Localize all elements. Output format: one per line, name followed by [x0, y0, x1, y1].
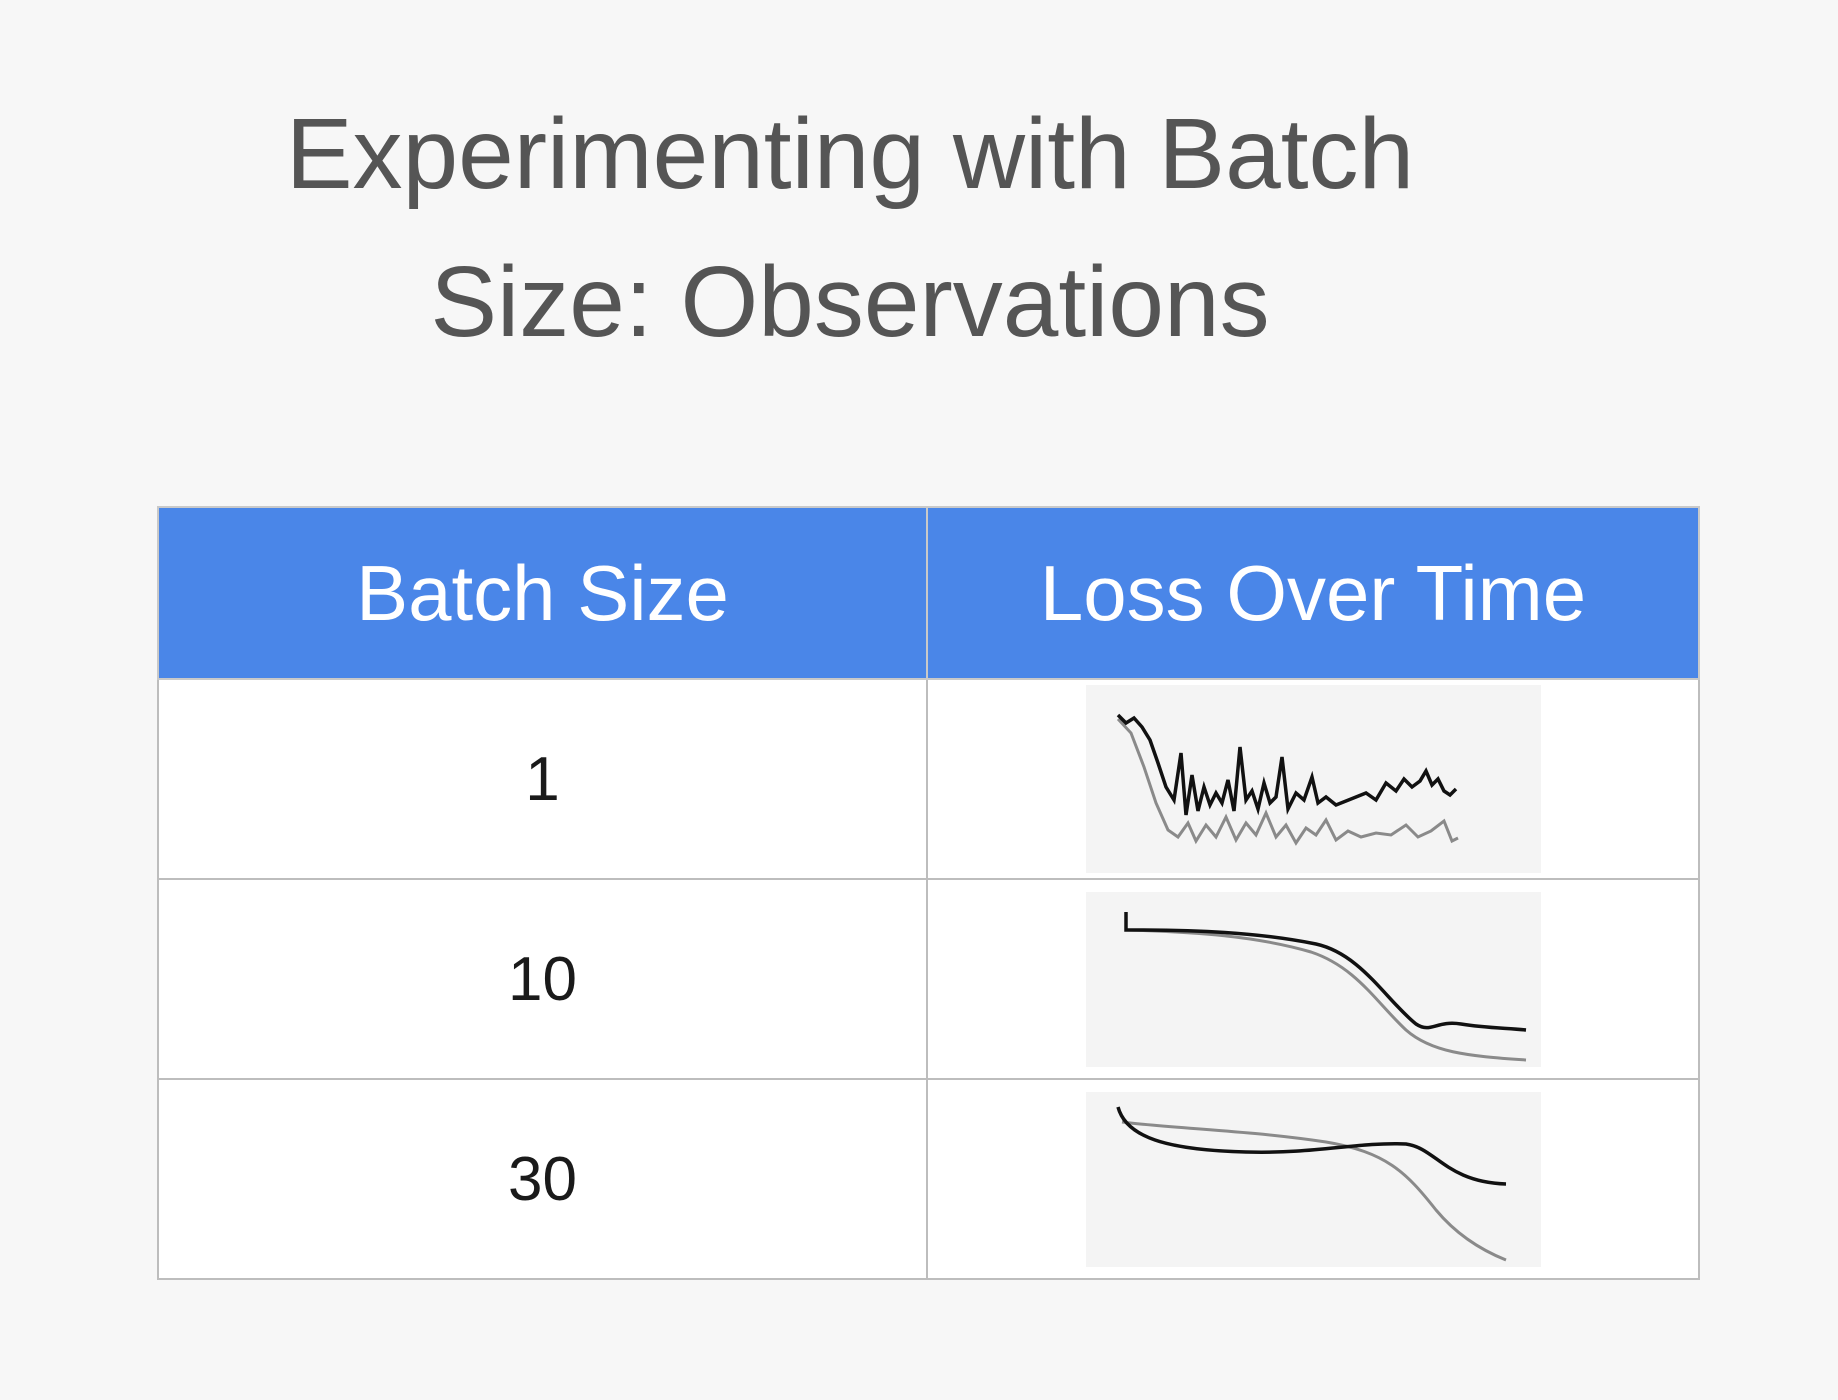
table-row: 30 [157, 1078, 1700, 1280]
table-row: 10 [157, 878, 1700, 1080]
loss-plot-cell [926, 1078, 1700, 1280]
noisy-loss-curve-icon [1085, 685, 1541, 873]
batch-size-table: Batch Size Loss Over Time 1 10 3 [157, 506, 1700, 1280]
table-header-row: Batch Size Loss Over Time [157, 506, 1700, 680]
slide-title: Experimenting with Batch Size: Observati… [180, 80, 1520, 376]
slow-declining-loss-curve-icon [1085, 1091, 1541, 1267]
smooth-declining-loss-curve-icon [1085, 891, 1541, 1067]
loss-plot-cell [926, 678, 1700, 880]
column-header-batch-size: Batch Size [157, 506, 928, 680]
batch-size-cell: 30 [157, 1078, 928, 1280]
loss-plot-cell [926, 878, 1700, 1080]
slide-title-line-1: Experimenting with Batch [285, 98, 1415, 210]
column-header-loss-over-time: Loss Over Time [926, 506, 1700, 680]
table-row: 1 [157, 678, 1700, 880]
batch-size-cell: 1 [157, 678, 928, 880]
slide-title-line-2: Size: Observations [430, 246, 1270, 358]
batch-size-cell: 10 [157, 878, 928, 1080]
